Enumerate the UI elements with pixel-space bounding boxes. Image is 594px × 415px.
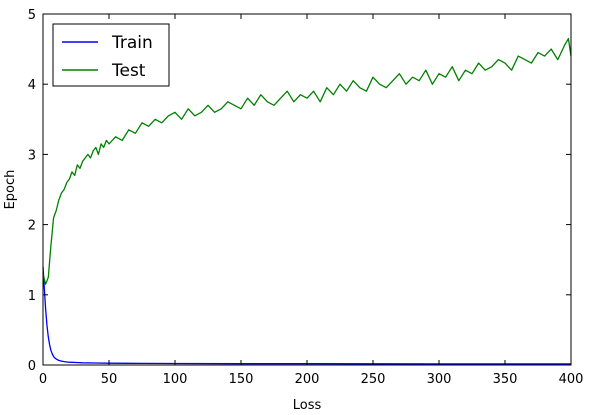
y-tick-label: 3 <box>28 148 36 163</box>
y-tick-label: 1 <box>28 289 36 304</box>
y-tick-label: 4 <box>28 78 36 93</box>
y-axis-label: Epoch <box>3 170 18 210</box>
legend-box <box>52 23 170 87</box>
x-tick-label: 250 <box>361 372 386 387</box>
series-line-test <box>42 37 572 285</box>
y-axis-ticks: 0 1 2 3 4 5 <box>28 8 571 374</box>
x-tick-label: 150 <box>229 372 254 387</box>
legend: Train Test <box>52 23 170 87</box>
x-tick-label: 200 <box>295 372 320 387</box>
x-tick-label: 0 <box>39 372 47 387</box>
legend-label-train: Train <box>111 33 153 53</box>
series-line-train <box>42 266 571 365</box>
y-tick-label: 0 <box>28 359 36 374</box>
x-tick-label: 100 <box>163 372 188 387</box>
x-tick-label: 300 <box>427 372 452 387</box>
x-axis-ticks: 0 50 100 150 200 250 300 350 400 <box>39 14 584 387</box>
y-tick-label: 5 <box>28 8 36 23</box>
y-tick-label: 2 <box>28 219 36 234</box>
x-tick-label: 350 <box>493 372 518 387</box>
x-tick-label: 400 <box>559 372 584 387</box>
plot-lines <box>42 37 572 365</box>
x-tick-label: 50 <box>101 372 118 387</box>
x-axis-label: Loss <box>293 398 322 413</box>
legend-label-test: Test <box>111 61 146 81</box>
